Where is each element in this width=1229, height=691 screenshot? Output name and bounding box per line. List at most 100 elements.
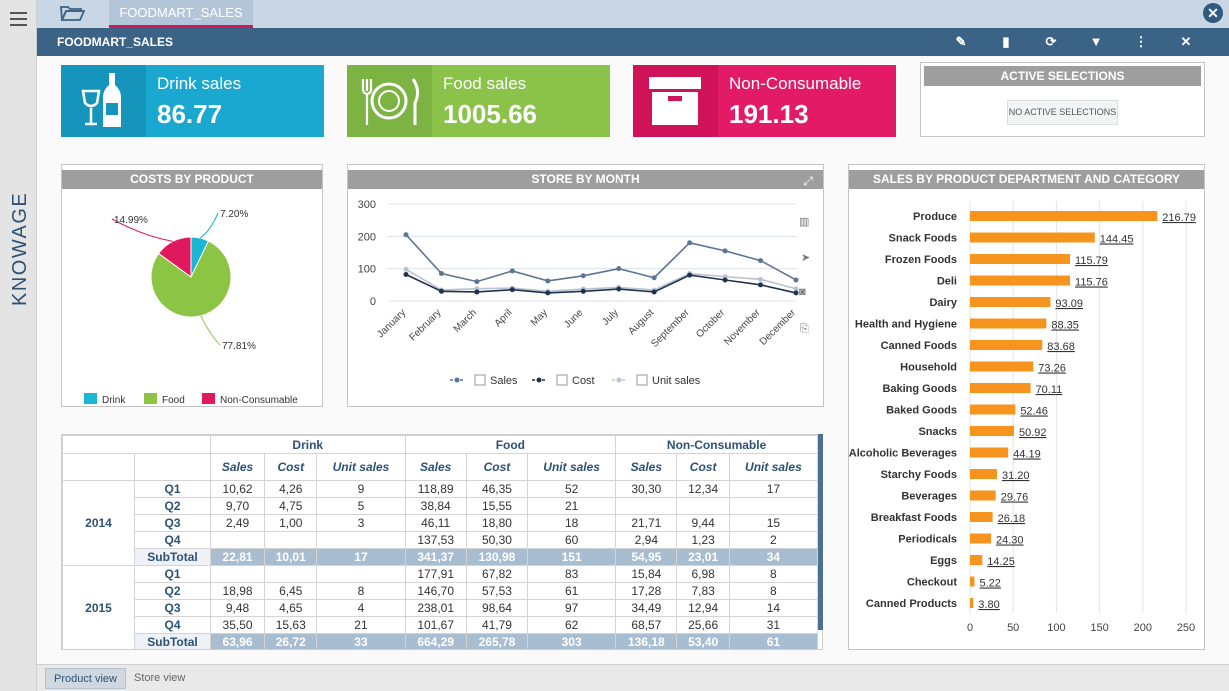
data-point — [687, 272, 693, 278]
value-cell: 15,84 — [615, 565, 678, 583]
measure-header[interactable]: Sales — [404, 453, 467, 481]
kpi-label: Food sales — [443, 74, 527, 93]
group-header[interactable]: Drink — [210, 435, 406, 454]
bar-value-label: 83.68 — [1047, 341, 1075, 353]
x-tick-label: October — [694, 307, 727, 340]
value-cell: 17 — [728, 480, 819, 498]
kpi-drink-sales[interactable]: Drink sales 86.77 — [61, 65, 324, 137]
data-point — [793, 290, 799, 296]
data-point — [403, 271, 409, 277]
data-point — [758, 282, 764, 288]
book-icon[interactable]: ▮ — [1002, 34, 1010, 49]
x-tick-label: July — [600, 307, 620, 327]
y-tick-label: 300 — [358, 199, 376, 211]
left-rail: KNOWAGE — [0, 0, 37, 691]
table-row: Q4 137,53 50,30 60 2,94 1,23 2 — [63, 531, 819, 549]
subtotal-value: 341,37 — [404, 548, 467, 566]
folder-open-icon[interactable] — [59, 3, 85, 23]
widget-title: STORE BY MONTH — [348, 170, 823, 189]
sheet-tab-product-view[interactable]: Product view — [45, 668, 126, 689]
quarter-cell[interactable]: Q4 — [134, 616, 211, 634]
measure-header[interactable]: Cost — [676, 453, 730, 481]
value-cell: 15 — [728, 514, 819, 532]
more-options-icon[interactable]: ⋮ — [1134, 34, 1148, 49]
value-cell: 4,75 — [264, 497, 318, 515]
measure-header[interactable]: Cost — [264, 453, 318, 481]
measure-header[interactable]: Sales — [615, 453, 678, 481]
value-cell: 101,67 — [404, 616, 467, 634]
value-cell: 68,57 — [615, 616, 678, 634]
close-icon[interactable]: ✕ — [1180, 34, 1192, 49]
value-cell — [316, 531, 406, 549]
value-cell: 50,30 — [465, 531, 529, 549]
quarter-cell[interactable]: Q2 — [134, 582, 211, 600]
edit-icon[interactable]: ✎ — [955, 34, 967, 49]
value-cell: 25,66 — [676, 616, 730, 634]
tab-foodmart-sales[interactable]: FOODMART_SALES — [109, 0, 253, 28]
group-header[interactable]: Non-Consumable — [615, 435, 818, 454]
quarter-cell[interactable]: Q4 — [134, 531, 211, 549]
data-point — [793, 277, 799, 283]
filter-icon[interactable]: ▼ — [1089, 34, 1103, 49]
data-point — [509, 268, 515, 274]
data-point — [758, 258, 764, 264]
quarter-cell[interactable]: Q3 — [134, 514, 211, 532]
x-tick-label: February — [408, 307, 444, 343]
subtotal-value: 33 — [316, 633, 406, 649]
bar — [970, 232, 1095, 243]
series-line-cost — [405, 273, 797, 294]
data-point — [616, 286, 622, 292]
legend-label: Sales — [490, 375, 518, 387]
bar — [970, 447, 1009, 458]
pie-connector — [200, 315, 221, 346]
measure-header[interactable]: Sales — [209, 453, 266, 481]
x-tick-label: May — [529, 307, 550, 328]
value-cell: 9,70 — [209, 497, 266, 515]
expand-icon[interactable]: ⤢ — [803, 174, 813, 188]
kpi-label: Non-Consumable — [729, 74, 862, 93]
quarter-cell[interactable]: Q3 — [134, 599, 211, 617]
group-header[interactable]: Food — [404, 435, 617, 454]
category-label: Produce — [913, 211, 957, 223]
measure-header[interactable]: Unit sales — [728, 453, 819, 481]
measure-header[interactable]: Unit sales — [316, 453, 406, 481]
value-cell: 4,26 — [264, 480, 318, 498]
value-cell — [728, 497, 819, 515]
subtotal-value: 151 — [527, 548, 617, 566]
no-selections-label: NO ACTIVE SELECTIONS — [1007, 100, 1118, 125]
subtotal-value: 53,40 — [676, 633, 730, 649]
knowage-logo: KNOWAGE — [9, 192, 31, 306]
corner-cell — [62, 453, 135, 481]
year-cell[interactable]: 2014 — [62, 480, 135, 566]
bar — [970, 340, 1043, 350]
series-line-unit-sales — [405, 268, 797, 293]
measure-header[interactable]: Unit sales — [527, 453, 617, 481]
sheet-tab-store-view[interactable]: Store view — [134, 672, 186, 684]
kpi-non-consumable[interactable]: Non-Consumable 191.13 — [633, 65, 896, 137]
x-tick-label: December — [758, 307, 799, 348]
subtotal-value: 61 — [728, 633, 819, 649]
year-cell[interactable]: 2015 — [62, 565, 135, 649]
data-point — [651, 289, 657, 295]
legend-label: Drink — [102, 395, 126, 405]
refresh-icon[interactable]: ⟳ — [1045, 34, 1057, 49]
legend-swatch — [84, 393, 97, 404]
kpi-food-sales[interactable]: Food sales 1005.66 — [347, 65, 610, 137]
bar — [970, 555, 983, 565]
measure-header[interactable]: Cost — [465, 453, 529, 481]
pie-data-label: 14.99% — [114, 215, 148, 226]
corner-cell — [62, 435, 211, 454]
kpi-value: 86.77 — [157, 99, 223, 129]
value-cell: 10,62 — [209, 480, 266, 498]
quarter-cell[interactable]: Q2 — [134, 497, 211, 515]
table-scrollbar[interactable] — [818, 434, 823, 630]
pie-connector — [199, 212, 219, 239]
menu-icon[interactable] — [10, 12, 27, 30]
value-cell: 18,98 — [209, 582, 266, 600]
close-document-icon[interactable]: ✕ — [1203, 3, 1223, 23]
quarter-cell[interactable]: Q1 — [134, 565, 211, 583]
quarter-cell[interactable]: Q1 — [134, 480, 211, 498]
sheet-tab-bar: Product view Store view — [37, 664, 1229, 691]
bar — [970, 211, 1158, 221]
subtotal-value: 10,01 — [264, 548, 318, 566]
